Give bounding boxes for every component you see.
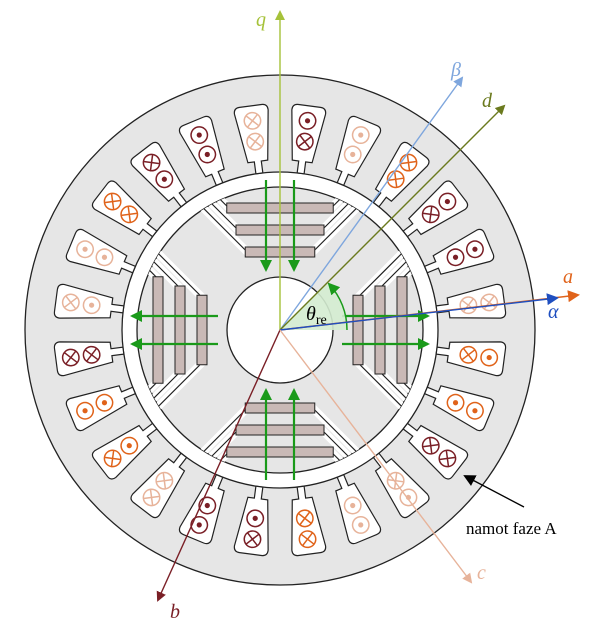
permanent-magnet	[245, 403, 315, 413]
annotation-text: namot faze A	[466, 519, 557, 538]
alpha-axis-label: α	[548, 301, 559, 323]
b-axis-label: b	[170, 601, 180, 623]
permanent-magnet	[236, 425, 324, 435]
q-axis-label: q	[256, 9, 266, 31]
permanent-magnet	[227, 447, 333, 457]
permanent-magnet	[153, 277, 163, 383]
permanent-magnet	[197, 295, 207, 365]
d-axis-label: d	[482, 90, 493, 112]
permanent-magnet	[175, 286, 185, 374]
beta-axis-label: β	[450, 59, 461, 81]
permanent-magnet	[397, 277, 407, 383]
a-axis-label: a	[563, 266, 573, 288]
permanent-magnet	[353, 295, 363, 365]
c-axis-label: c	[477, 562, 486, 584]
permanent-magnet	[375, 286, 385, 374]
